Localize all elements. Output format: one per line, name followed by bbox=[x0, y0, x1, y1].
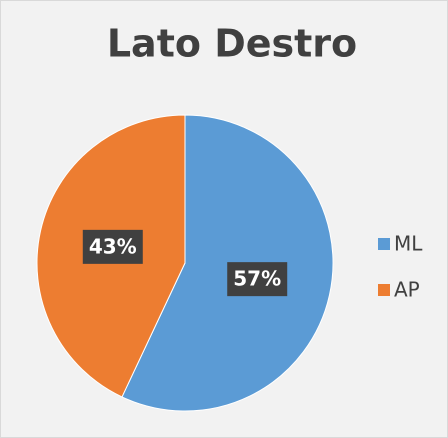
chart-title: Lato Destro bbox=[107, 22, 357, 66]
legend-swatch bbox=[378, 284, 390, 296]
legend-label: ML bbox=[394, 232, 423, 256]
data-label: 57% bbox=[233, 267, 281, 291]
data-label-box bbox=[227, 262, 288, 297]
legend-swatch bbox=[378, 238, 390, 250]
data-label: 43% bbox=[89, 234, 137, 258]
legend-label: AP bbox=[394, 278, 420, 302]
data-label-box bbox=[82, 229, 143, 264]
